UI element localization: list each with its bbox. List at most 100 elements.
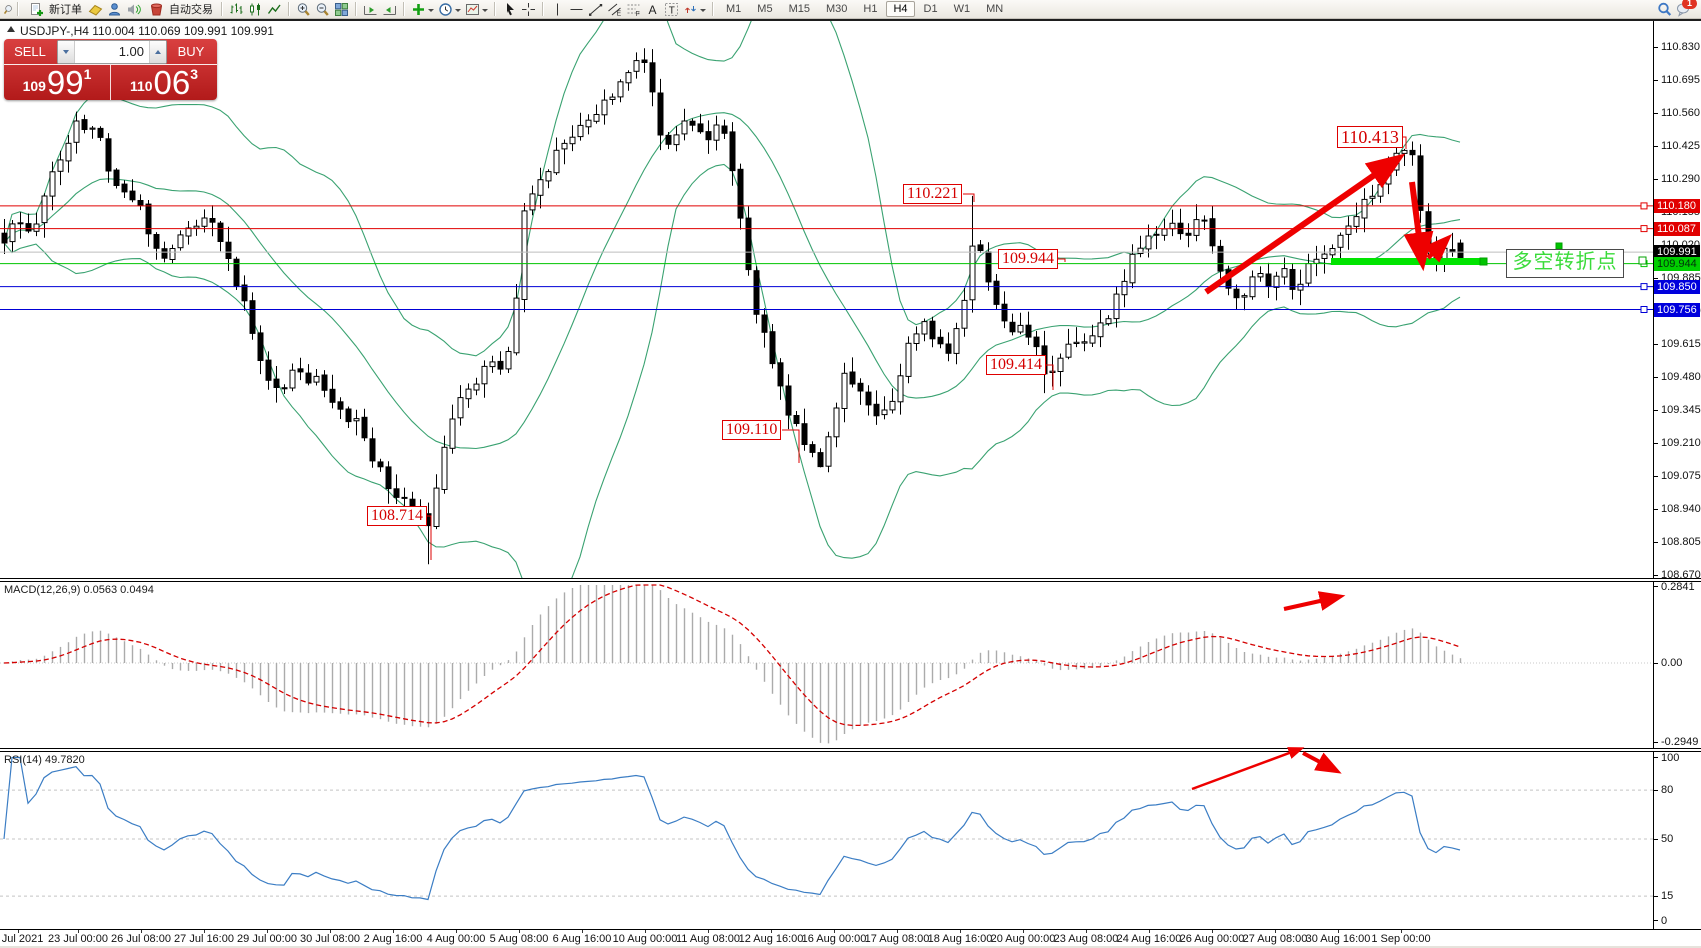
- cursor-icon[interactable]: [500, 1, 519, 18]
- arrows-dropdown-caret[interactable]: [700, 8, 706, 15]
- time-tick: [519, 930, 520, 933]
- auto-trading-button[interactable]: 自动交易: [143, 1, 217, 18]
- time-tick: [204, 930, 205, 933]
- svg-text:F: F: [636, 11, 640, 17]
- toolbar-separator: [17, 2, 19, 16]
- window-bottom-strip: [0, 946, 1701, 948]
- panel-splitter[interactable]: [0, 578, 1701, 582]
- timeframe-M30[interactable]: M30: [825, 3, 848, 15]
- bar-chart-icon[interactable]: [227, 1, 246, 18]
- chart-title: USDJPY-,H4 110.004 110.069 109.991 109.9…: [7, 24, 274, 38]
- toolbar-separator: [355, 2, 357, 16]
- templates-icon[interactable]: [463, 1, 482, 18]
- notification-badge: 1: [1682, 0, 1697, 9]
- candlestick-chart-icon[interactable]: [246, 1, 265, 18]
- price-tick: 110.425: [1654, 140, 1700, 152]
- indicators-dropdown-caret[interactable]: [428, 8, 434, 15]
- toolbar-separator: [288, 2, 290, 16]
- search-icon[interactable]: [1655, 1, 1674, 18]
- price-chart-canvas[interactable]: [0, 21, 1653, 578]
- toolbar-separator: [221, 2, 223, 16]
- time-label: 1 Sep 00:00: [1371, 933, 1431, 945]
- trendline-icon[interactable]: [586, 1, 605, 18]
- arrows-tool-icon[interactable]: [681, 1, 700, 18]
- periods-dropdown-caret[interactable]: [455, 8, 461, 15]
- one-click-trading-panel: SELL 1.00 BUY 109 99 1 110 06 3: [4, 39, 217, 100]
- auto-trading-label: 自动交易: [169, 4, 213, 16]
- time-tick: [78, 930, 79, 933]
- chart-shift-icon[interactable]: [380, 1, 399, 18]
- macd-scale-tick: 0.00: [1654, 657, 1682, 669]
- price-tag: 108.714: [367, 506, 427, 526]
- horizontal-line-icon[interactable]: [567, 1, 586, 18]
- timeframe-M5[interactable]: M5: [757, 3, 773, 15]
- macd-indicator-canvas[interactable]: [0, 582, 1653, 748]
- buy-price-main: 06: [153, 64, 191, 101]
- periods-clock-icon[interactable]: [436, 1, 455, 18]
- time-label: 17 Aug 08:00: [864, 933, 930, 945]
- equidistant-channel-icon[interactable]: E: [605, 1, 624, 18]
- time-label: 27 Aug 08:00: [1242, 933, 1308, 945]
- sell-button[interactable]: SELL: [4, 39, 56, 63]
- buy-price[interactable]: 110 06 3: [111, 65, 217, 100]
- sell-price[interactable]: 109 99 1: [4, 65, 111, 100]
- new-order-button[interactable]: 新订单: [23, 1, 86, 18]
- time-label: 4 Aug 00:00: [426, 933, 486, 945]
- time-tick: [1212, 930, 1213, 933]
- rsi-indicator-canvas[interactable]: [0, 752, 1653, 927]
- timeframe-W1[interactable]: W1: [953, 3, 971, 15]
- time-tick: [393, 930, 394, 933]
- fibonacci-icon[interactable]: F: [624, 1, 643, 18]
- toolbar-separator: [494, 2, 496, 16]
- zoom-in-icon[interactable]: [294, 1, 313, 18]
- price-scale-label: 109.991: [1654, 245, 1700, 260]
- time-label: 29 Jul 00:00: [237, 933, 297, 945]
- time-tick: [330, 930, 331, 933]
- clipped-search-icon[interactable]: [2, 1, 13, 18]
- crosshair-icon[interactable]: [519, 1, 538, 18]
- timeframe-H4[interactable]: H4: [886, 1, 915, 17]
- time-label: 23 Jul 00:00: [48, 933, 108, 945]
- zoom-out-icon[interactable]: [313, 1, 332, 18]
- templates-dropdown-caret[interactable]: [482, 8, 488, 15]
- panel-splitter[interactable]: [0, 748, 1701, 752]
- price-scale[interactable]: 110.830 110.695 110.560 110.425 110.290 110.1…: [1654, 21, 1701, 929]
- profile-icon[interactable]: [105, 1, 124, 18]
- toolbar-separator: [403, 2, 405, 16]
- timeframe-D1[interactable]: D1: [923, 3, 938, 15]
- price-tick: 109.480: [1654, 371, 1701, 383]
- line-chart-icon[interactable]: [265, 1, 284, 18]
- volume-increase-button[interactable]: [149, 41, 166, 63]
- sell-price-prefix: 109: [22, 78, 46, 94]
- rsi-scale-tick: 100: [1654, 752, 1679, 764]
- time-tick: [1023, 930, 1024, 933]
- metaeditor-icon[interactable]: [86, 1, 105, 18]
- tile-windows-icon[interactable]: [332, 1, 351, 18]
- time-label: 2 Aug 16:00: [363, 933, 423, 945]
- text-icon[interactable]: A: [643, 1, 662, 18]
- timeframe-H1[interactable]: H1: [863, 3, 878, 15]
- price-tick: 110.695: [1654, 74, 1700, 86]
- price-tick: 110.560: [1654, 107, 1700, 119]
- timeframe-switcher: M1 M5 M15 M30 H1 H4 D1 W1 MN: [718, 1, 1011, 17]
- price-tick: 110.290: [1654, 173, 1700, 185]
- indicators-add-icon[interactable]: [409, 1, 428, 18]
- timeframe-MN[interactable]: MN: [986, 3, 1004, 15]
- timeframe-M15[interactable]: M15: [788, 3, 810, 15]
- price-axis-line: [1653, 21, 1654, 929]
- buy-button[interactable]: BUY: [165, 39, 217, 63]
- sound-alerts-icon[interactable]: [124, 1, 143, 18]
- new-order-label: 新订单: [49, 4, 82, 16]
- time-label: 6 Aug 16:00: [552, 933, 612, 945]
- timeframe-M1[interactable]: M1: [726, 3, 742, 15]
- text-label-icon[interactable]: T: [662, 1, 681, 18]
- volume-value[interactable]: 1.00: [118, 44, 144, 59]
- volume-decrease-button[interactable]: [58, 41, 75, 63]
- toolbar-separator: [542, 2, 544, 16]
- buy-price-pipette: 3: [190, 66, 199, 82]
- auto-scroll-icon[interactable]: [361, 1, 380, 18]
- toolbar-separator: [712, 2, 714, 16]
- notifications-icon[interactable]: 1: [1674, 0, 1697, 18]
- vertical-line-icon[interactable]: [548, 1, 567, 18]
